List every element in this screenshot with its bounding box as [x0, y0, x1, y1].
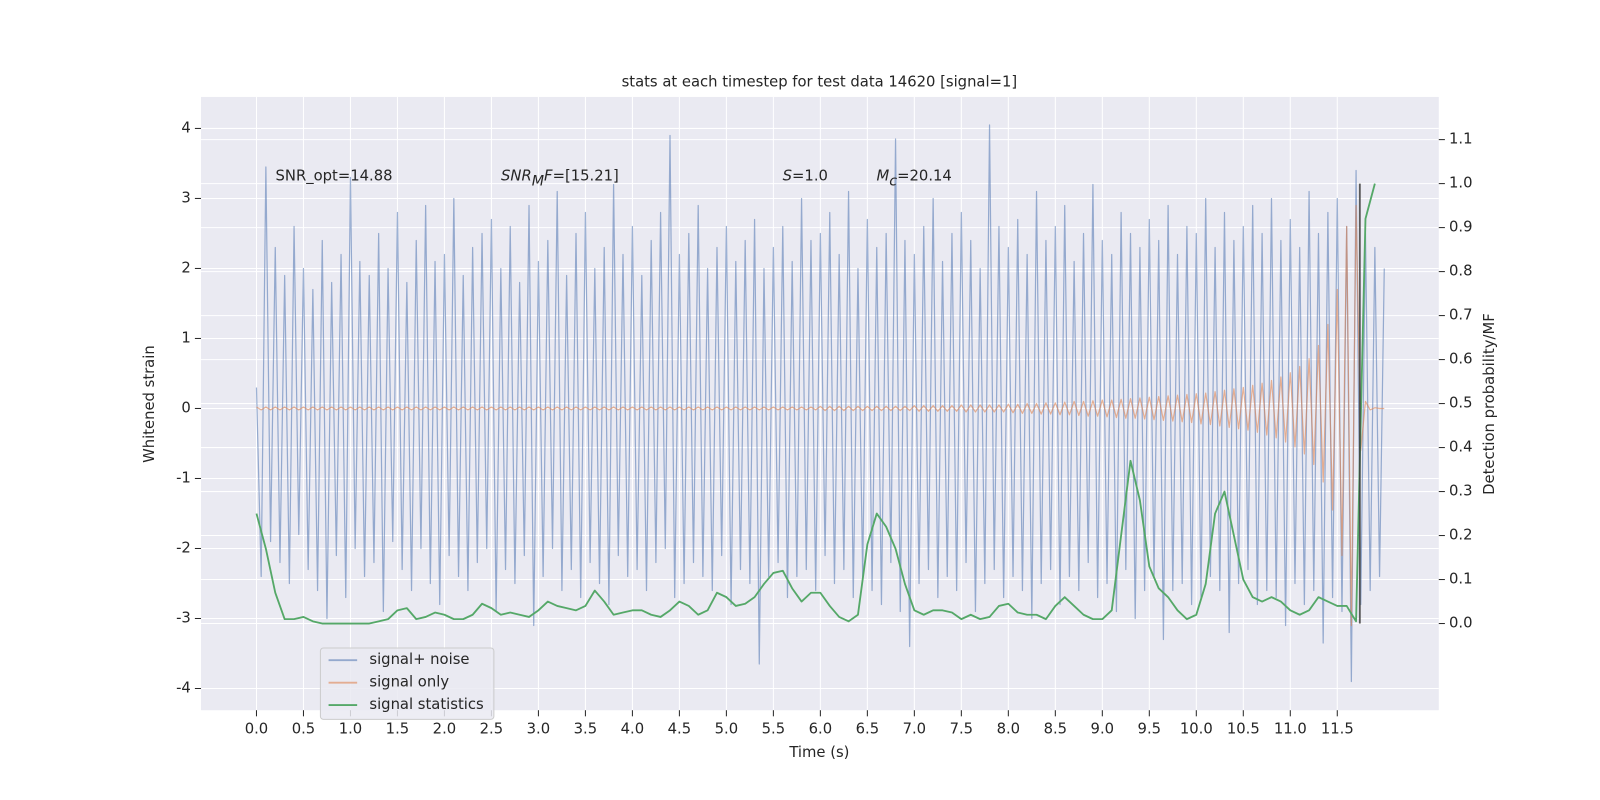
chart-title: stats at each timestep for test data 146…: [622, 74, 1018, 91]
y2-tick-label: 0.2: [1449, 527, 1473, 544]
x-tick-label: 7.5: [950, 721, 974, 738]
annotation-part: =[15.21]: [553, 168, 619, 185]
series-line: [255, 124, 1385, 683]
y2-tick-label: 0.7: [1449, 307, 1473, 324]
y2-tick-label: 1.0: [1449, 175, 1473, 192]
x-tick-label: 11.0: [1274, 721, 1307, 738]
x-axis-label: Time (s): [788, 744, 849, 761]
legend-label: signal only: [369, 674, 449, 691]
x-tick-label: 8.0: [997, 721, 1021, 738]
annotation-part: S: [783, 168, 792, 185]
x-tick-label: 5.0: [715, 721, 739, 738]
x-tick-label: 0.0: [245, 721, 269, 738]
x-tick-label: 6.5: [856, 721, 880, 738]
x-tick-label: 5.5: [762, 721, 786, 738]
y-tick-label: -3: [176, 609, 191, 626]
x-tick-label: 4.5: [668, 721, 692, 738]
x-tick-label: 4.0: [621, 721, 645, 738]
annotation-part: M: [877, 168, 890, 185]
x-tick-label: 11.5: [1321, 721, 1354, 738]
y-tick-label: 0: [181, 399, 190, 416]
x-tick-label: 0.5: [292, 721, 316, 738]
y2-tick-label: 0.1: [1449, 571, 1473, 588]
y2-tick-label: 0.6: [1449, 351, 1473, 368]
y2-tick-label: 0.5: [1449, 395, 1473, 412]
y-tick-label: 3: [181, 189, 190, 206]
x-tick-label: 2.0: [433, 721, 457, 738]
y-tick-label: 1: [181, 329, 190, 346]
annotation: S=1.0: [783, 168, 828, 185]
y2-tick-label: 0.9: [1449, 219, 1473, 236]
annotation: SNR_opt=14.88: [276, 168, 393, 185]
y2-tick-label: 0.4: [1449, 439, 1473, 456]
x-tick-label: 10.0: [1180, 721, 1213, 738]
annotation-part: SNR: [501, 168, 532, 185]
y2-tick-label: 0.0: [1449, 615, 1473, 632]
x-tick-label: 8.5: [1044, 721, 1068, 738]
series-line: [255, 183, 1376, 625]
y-tick-label: -4: [176, 680, 191, 697]
legend-label: signal statistics: [369, 696, 483, 713]
x-tick-label: 9.0: [1091, 721, 1115, 738]
annotation: Mc=20.14: [877, 168, 952, 190]
y2-tick-label: 0.3: [1449, 483, 1473, 500]
y-tick-label: -2: [176, 539, 191, 556]
x-tick-label: 3.0: [527, 721, 551, 738]
x-tick-label: 6.0: [809, 721, 833, 738]
x-tick-label: 7.0: [903, 721, 927, 738]
y2-axis-label: Detection probability/MF: [1481, 313, 1498, 495]
x-tick-label: 9.5: [1138, 721, 1162, 738]
y2-tick-label: 1.1: [1449, 131, 1473, 148]
series-line: [256, 204, 1385, 627]
x-tick-label: 1.0: [339, 721, 363, 738]
x-tick-label: 10.5: [1227, 721, 1260, 738]
x-tick-label: 2.5: [480, 721, 504, 738]
x-tick-label: 3.5: [574, 721, 598, 738]
annotation-part: =1.0: [792, 168, 828, 185]
legend-label: signal+ noise: [369, 651, 469, 668]
y2-tick-label: 0.8: [1449, 263, 1473, 280]
annotation-part: SNR_opt=14.88: [276, 168, 393, 185]
annotation: SNRMF=[15.21]: [501, 168, 619, 190]
y-tick-label: -1: [176, 469, 191, 486]
x-tick-label: 1.5: [386, 721, 410, 738]
annotation-part: c: [889, 174, 897, 190]
legend-box: [319, 647, 495, 720]
y-axis-label: Whitened strain: [141, 345, 158, 463]
annotation-part: M: [532, 174, 544, 190]
annotation-part: =20.14: [897, 168, 952, 185]
y-tick-label: 4: [181, 119, 190, 136]
annotation-part: F: [544, 168, 553, 185]
y-tick-label: 2: [181, 259, 190, 276]
